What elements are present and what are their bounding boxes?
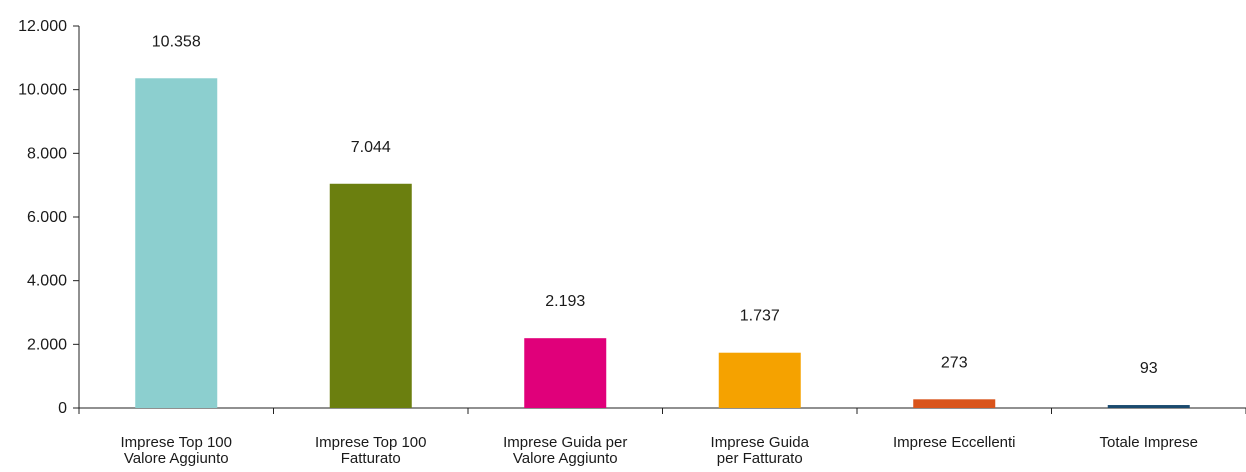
- category-label: per Fatturato: [717, 450, 803, 467]
- bar-value-label: 2.193: [545, 293, 585, 310]
- y-tick-label: 6.000: [27, 209, 67, 226]
- bar: [329, 183, 412, 408]
- y-tick-label: 8.000: [27, 145, 67, 162]
- bar-value-label: 1.737: [740, 308, 780, 325]
- bar: [718, 352, 801, 408]
- y-axis-ticks: 0 2.000 4.000 6.000 8.000 10.000 12.000: [18, 18, 79, 417]
- category-label: Valore Aggiunto: [513, 450, 618, 467]
- category-label: Imprese Top 100: [121, 434, 232, 451]
- category-label: Valore Aggiunto: [124, 450, 229, 467]
- bar: [1107, 405, 1190, 408]
- category-label: Imprese Guida per: [503, 434, 627, 451]
- y-tick-label: 2.000: [27, 336, 67, 353]
- bar: [913, 399, 996, 408]
- category-label: Imprese Top 100: [315, 434, 426, 451]
- category-label: Imprese Eccellenti: [893, 434, 1016, 451]
- bar: [524, 338, 607, 408]
- x-axis-ticks: [78, 408, 1246, 414]
- bar-value-label: 93: [1140, 360, 1158, 377]
- y-tick-label: 4.000: [27, 273, 67, 290]
- y-tick-label: 0: [58, 400, 67, 417]
- value-labels-group: 10.358 7.044 2.193 1.737 273 93: [152, 33, 1158, 377]
- category-label: Totale Imprese: [1100, 434, 1198, 451]
- bar-value-label: 10.358: [152, 33, 201, 50]
- category-label: Fatturato: [341, 450, 401, 467]
- bars-group: [135, 78, 1190, 409]
- category-label: Imprese Guida: [711, 434, 810, 451]
- y-tick-label: 12.000: [18, 18, 67, 35]
- bar-value-label: 7.044: [351, 139, 391, 156]
- bar-value-label: 273: [941, 354, 968, 371]
- bar: [135, 78, 218, 409]
- y-tick-label: 10.000: [18, 82, 67, 99]
